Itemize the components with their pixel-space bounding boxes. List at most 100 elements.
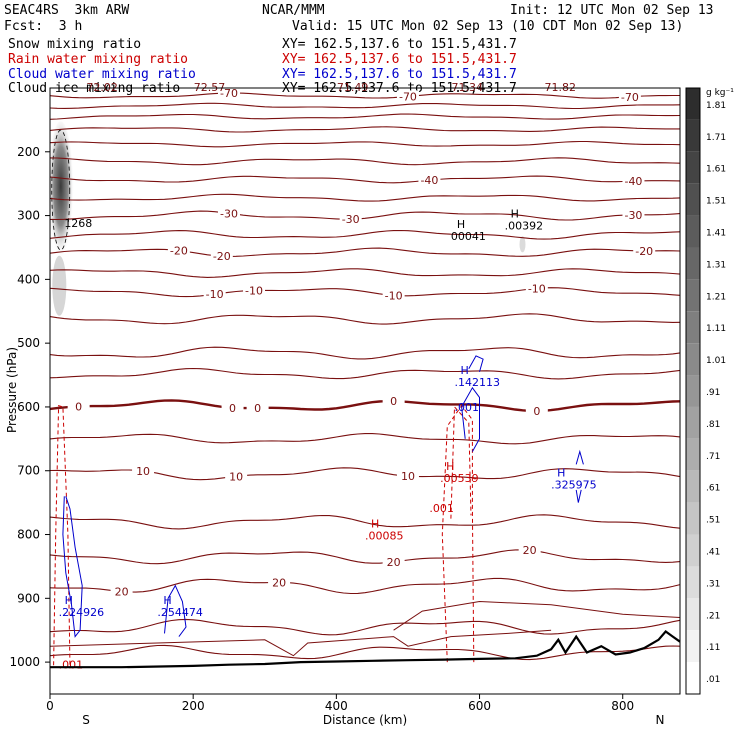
temperature-contours xyxy=(49,92,681,661)
y-tick-label: 700 xyxy=(17,464,40,478)
colorbar-tick-label: .61 xyxy=(706,484,720,494)
extremum-value: .00085 xyxy=(365,530,404,543)
colorbar-swatch xyxy=(686,375,700,407)
organization: NCAR/MMM xyxy=(262,3,325,18)
x-tick-label: 600 xyxy=(468,699,491,713)
colorbar-swatch xyxy=(686,662,700,694)
extremum-value: .00392 xyxy=(505,220,544,233)
extremum-marker: H xyxy=(371,518,379,531)
extremum-value: .001 xyxy=(454,401,479,414)
isotherm-label: 20 xyxy=(115,586,129,599)
cloud-water-right-low xyxy=(575,489,582,503)
isotherm-20 xyxy=(49,577,681,595)
valid-time: Valid: 15 UTC Mon 02 Sep 13 (10 CDT Mon … xyxy=(292,19,684,34)
extremum-marker: H xyxy=(460,364,468,377)
isotherm-label: -70 xyxy=(621,91,639,104)
x-tick-label: 0 xyxy=(46,699,54,713)
isotherm-label-bg xyxy=(382,395,405,408)
isotherm-label: -30 xyxy=(342,213,360,226)
isotherm-label-bg xyxy=(382,289,405,302)
surface-line xyxy=(50,630,681,669)
snow-tail xyxy=(52,255,67,316)
colorbar-swatch xyxy=(686,311,700,344)
isotherm-label: -20 xyxy=(213,250,231,263)
extremum-marker: H xyxy=(511,208,519,221)
isotherm--50 xyxy=(49,126,680,133)
colorbar-swatch xyxy=(686,183,700,216)
model-name: SEAC4RS 3km ARW xyxy=(4,3,130,18)
colorbar-tick-label: 1.81 xyxy=(706,101,726,111)
isotherm-near-surface xyxy=(393,600,681,631)
cloud-water-right xyxy=(575,449,584,465)
extrema-labels: 1268 H00041H.00392H.142113.001H.00539.001… xyxy=(59,208,597,672)
isotherm-label: 20 xyxy=(387,556,401,569)
colorbar-swatch xyxy=(686,566,700,599)
extremum-value: 00041 xyxy=(451,230,486,243)
isotherm-label: -10 xyxy=(385,289,403,302)
isotherm--40 xyxy=(49,157,681,166)
isotherm-label: 10 xyxy=(229,470,243,483)
isotherm-label: -20 xyxy=(170,245,188,258)
isotherm--20 xyxy=(49,229,681,240)
isotherm-label: 20 xyxy=(272,576,286,589)
colorbar-swatch xyxy=(686,470,700,503)
x-start-label: S xyxy=(82,713,90,727)
isotherm--40 xyxy=(49,175,681,184)
isotherm-label-bg xyxy=(618,90,641,103)
isotherm-20 xyxy=(49,549,681,565)
legend-rain-xy: XY= 162.5,137.6 to 151.5,431.7 xyxy=(282,52,517,67)
y-tick-label: 300 xyxy=(17,209,40,223)
ice-contour xyxy=(51,129,71,251)
isotherm-label: 0 xyxy=(390,395,397,408)
y-tick-label: 600 xyxy=(17,400,40,414)
isotherm-label: 0 xyxy=(254,402,261,415)
cloud-water-top xyxy=(468,355,484,373)
cloud-water-center xyxy=(461,386,480,452)
extremum-value: .254474 xyxy=(157,606,203,619)
colorbar-swatch xyxy=(686,215,700,248)
isotherm-label-bg xyxy=(243,284,266,297)
isotherm-label-bg xyxy=(525,282,548,295)
isotherm--20 xyxy=(49,247,681,257)
isotherm-label-bg xyxy=(217,87,240,100)
colorbar-swatch xyxy=(686,630,700,663)
isotherm-label-bg xyxy=(217,207,240,220)
extremum-value: .001 xyxy=(429,502,454,515)
extremum-marker: H xyxy=(557,467,565,480)
isotherm-label-bg xyxy=(633,244,656,257)
colorbar-swatch xyxy=(686,279,700,312)
isotherm--10 xyxy=(49,287,681,298)
isotherm-label: -40 xyxy=(624,175,642,188)
isotherm-label: 10 xyxy=(401,470,415,483)
colorbar: 1.81 1.71 1.61 1.51 1.41 1.31 1.21 1.11 1.01 .91.… xyxy=(685,87,726,695)
y-tick-label: 900 xyxy=(17,591,40,605)
isotherm--30 xyxy=(49,210,681,221)
isotherm--10 xyxy=(49,268,681,278)
isotherm-label: -10 xyxy=(206,288,224,301)
colorbar-frame xyxy=(685,87,701,695)
colorbar-swatch xyxy=(686,88,700,120)
colorbar-tick-label: .11 xyxy=(706,643,720,653)
isotherm-label-bg xyxy=(339,213,362,226)
colorbar-tick-label: 1.21 xyxy=(706,292,726,302)
colorbar-swatch xyxy=(686,247,700,280)
isotherm-label: -10 xyxy=(245,284,263,297)
isotherm-30 xyxy=(49,618,681,636)
isotherm-label: -70 xyxy=(399,90,417,103)
isotherm-label: 0 xyxy=(75,400,82,413)
isotherm-label-bg xyxy=(67,400,90,413)
isotherm-label: -30 xyxy=(624,209,642,222)
y-tick-label: 500 xyxy=(17,336,40,350)
isotherm-label-bg xyxy=(132,464,155,477)
isotherm-label-bg xyxy=(525,405,548,418)
isotherm-0 xyxy=(49,367,681,380)
extremum-value: .224926 xyxy=(59,606,105,619)
isotherm-lowest xyxy=(49,629,552,657)
rain-contour-left xyxy=(53,405,71,669)
colorbar-tick-label: 1.71 xyxy=(706,133,726,143)
isotherm--70 xyxy=(49,92,680,99)
isotherm-0 xyxy=(49,313,681,325)
init-time: Init: 12 UTC Mon 02 Sep 13 xyxy=(510,3,714,18)
colorbar-swatch xyxy=(686,502,700,535)
